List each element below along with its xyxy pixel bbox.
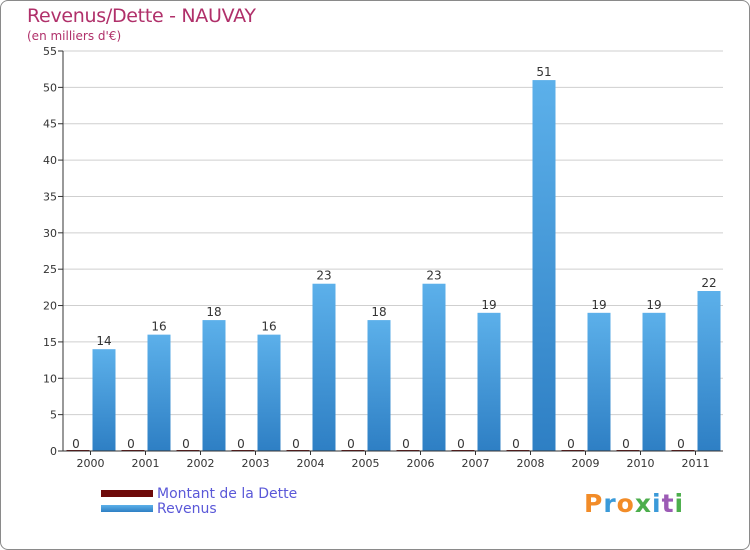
data-label-dette-2010: 0 — [622, 437, 630, 451]
data-label-revenus-2007: 19 — [481, 298, 496, 312]
bar-revenus-2004 — [312, 283, 336, 451]
x-tick-label-2004: 2004 — [297, 457, 325, 470]
y-axis-ticks: 0 5 10 15 20 25 30 35 40 45 50 55 — [43, 45, 63, 458]
data-label-revenus-2000: 14 — [96, 334, 111, 348]
x-tick-label-2008: 2008 — [517, 457, 545, 470]
proxiti-logo: Proxiti — [584, 489, 684, 518]
bar-revenus-2010 — [642, 312, 666, 451]
bar-revenus-2006 — [422, 283, 446, 451]
data-labels: 0 14 0 16 0 18 0 16 0 23 0 18 0 23 0 19 0 51 0 19 0 19 0 22 — [72, 65, 716, 451]
data-label-revenus-2010: 19 — [646, 298, 661, 312]
data-label-dette-2011: 0 — [677, 437, 685, 451]
data-label-revenus-2003: 16 — [261, 320, 276, 334]
data-label-revenus-2006: 23 — [426, 269, 441, 283]
y-tick-label: 45 — [43, 118, 57, 131]
x-tick-label-2009: 2009 — [572, 457, 600, 470]
y-tick-label: 25 — [43, 263, 57, 276]
x-axis-ticks: 2000 2001 2002 2003 2004 2005 2006 2007 2008 2009… — [77, 451, 710, 470]
bar-revenus-2008 — [532, 80, 556, 451]
chart-title: Revenus/Dette - NAUVAY — [27, 5, 256, 27]
bar-revenus-2000 — [92, 349, 116, 451]
data-label-dette-2000: 0 — [72, 437, 80, 451]
x-tick-label-2002: 2002 — [187, 457, 215, 470]
y-tick-label: 15 — [43, 336, 57, 349]
data-label-revenus-2004: 23 — [316, 269, 331, 283]
y-tick-label: 30 — [43, 227, 57, 240]
bar-revenus-2002 — [202, 320, 226, 451]
logo-letter: x — [634, 489, 652, 518]
data-label-dette-2001: 0 — [127, 437, 135, 451]
bars — [66, 80, 721, 451]
logo-letter: i — [674, 489, 685, 518]
x-tick-label-2006: 2006 — [407, 457, 435, 470]
y-tick-label: 50 — [43, 81, 57, 94]
data-label-revenus-2008: 51 — [536, 65, 551, 79]
data-label-dette-2003: 0 — [237, 437, 245, 451]
data-label-revenus-2005: 18 — [371, 305, 386, 319]
y-tick-label: 10 — [43, 372, 57, 385]
y-tick-label: 20 — [43, 300, 57, 313]
bar-revenus-2007 — [477, 312, 501, 451]
bar-revenus-2005 — [367, 320, 391, 451]
data-label-dette-2002: 0 — [182, 437, 190, 451]
logo-letter: r — [603, 489, 617, 518]
logo-letter: t — [661, 489, 675, 518]
legend-label-dette: Montant de la Dette — [157, 486, 298, 502]
data-label-revenus-2001: 16 — [151, 320, 166, 334]
data-label-dette-2006: 0 — [402, 437, 410, 451]
x-tick-label-2001: 2001 — [132, 457, 160, 470]
x-tick-label-2010: 2010 — [627, 457, 655, 470]
x-tick-label-2003: 2003 — [242, 457, 270, 470]
y-tick-label: 40 — [43, 154, 57, 167]
data-label-revenus-2002: 18 — [206, 305, 221, 319]
bar-revenus-2011 — [697, 291, 721, 451]
data-label-dette-2007: 0 — [457, 437, 465, 451]
data-label-dette-2004: 0 — [292, 437, 300, 451]
logo-letter: o — [616, 489, 635, 518]
data-label-dette-2005: 0 — [347, 437, 355, 451]
x-tick-label-2000: 2000 — [77, 457, 105, 470]
data-label-revenus-2009: 19 — [591, 298, 606, 312]
bar-revenus-2001 — [147, 334, 171, 451]
legend-swatch-revenus — [101, 505, 153, 512]
y-tick-label: 35 — [43, 190, 57, 203]
data-label-dette-2009: 0 — [567, 437, 575, 451]
bar-revenus-2009 — [587, 312, 611, 451]
logo-letter: P — [584, 489, 604, 518]
legend-swatch-dette — [101, 490, 153, 497]
data-label-revenus-2011: 22 — [701, 276, 716, 290]
y-tick-label: 5 — [50, 409, 57, 422]
x-tick-label-2007: 2007 — [462, 457, 490, 470]
y-tick-label: 55 — [43, 45, 57, 58]
x-tick-label-2005: 2005 — [352, 457, 380, 470]
x-tick-label-2011: 2011 — [682, 457, 710, 470]
grid-lines — [63, 50, 723, 416]
data-label-dette-2008: 0 — [512, 437, 520, 451]
y-tick-label: 0 — [50, 445, 57, 458]
bar-revenus-2003 — [257, 334, 281, 451]
logo-letter: i — [652, 489, 662, 518]
chart-subtitle: (en milliers d'€) — [27, 29, 122, 43]
legend-label-revenus: Revenus — [157, 501, 217, 517]
